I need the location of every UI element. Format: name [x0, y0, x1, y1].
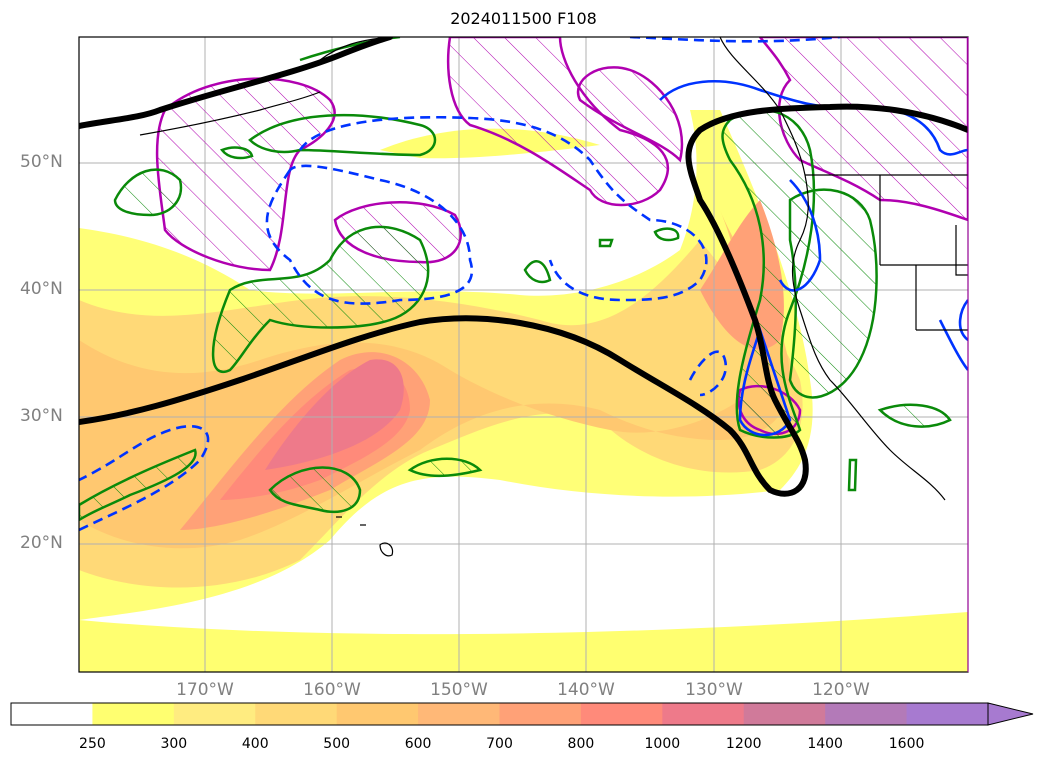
colorbar-tick-label: 1400 [807, 736, 843, 752]
lat-label-40n: 40°N [20, 279, 63, 299]
colorbar-tick-label: 600 [404, 736, 432, 752]
jet-contour [79, 37, 968, 497]
colorbar-tick-label: 1200 [725, 736, 762, 752]
colorbar-segment [743, 703, 826, 725]
coastlines [139, 37, 968, 557]
lon-label-130w: 130°W [685, 680, 743, 700]
blue-contours [79, 37, 968, 532]
colorbar-tick-label: 1600 [888, 736, 925, 752]
colorbar-segment [906, 703, 989, 725]
green-hatched-regions [79, 108, 952, 522]
colorbar-segment [336, 703, 419, 725]
lon-label-120w: 120°W [812, 680, 870, 700]
lon-label-140w: 140°W [557, 680, 615, 700]
colorbar-tick-label: 1000 [644, 736, 681, 752]
colorbar-outline [10, 702, 989, 726]
lat-label-50n: 50°N [20, 152, 63, 172]
colorbar-segment [499, 703, 582, 725]
colorbar-tick-label: 300 [160, 736, 188, 752]
lat-label-20n: 20°N [20, 533, 63, 553]
colorbar [10, 702, 1034, 726]
colorbar-extend-arrow [987, 702, 1034, 726]
colorbar-segment [418, 703, 500, 725]
lon-label-170w: 170°W [176, 680, 234, 700]
colorbar-segments [11, 703, 989, 725]
colorbar-tick-label: 700 [486, 736, 513, 752]
colorbar-segment [255, 703, 338, 725]
colorbar-segment [11, 703, 93, 725]
lon-label-150w: 150°W [430, 680, 488, 700]
colorbar-tick-label: 500 [323, 736, 351, 752]
colorbar-tick-label: 250 [79, 736, 106, 752]
map-title: 2024011500 F108 [450, 9, 597, 28]
colorbar-segment [825, 703, 908, 725]
colorbar-segment [662, 703, 745, 725]
colorbar-tick-label: 400 [241, 736, 269, 752]
colorbar-tick-label: 800 [567, 736, 595, 752]
lon-label-160w: 160°W [303, 680, 361, 700]
colorbar-segment [173, 703, 256, 725]
map-layers [79, 37, 968, 672]
colorbar-segment [580, 703, 663, 725]
lat-label-30n: 30°N [20, 406, 63, 426]
colorbar-segment [92, 703, 175, 725]
